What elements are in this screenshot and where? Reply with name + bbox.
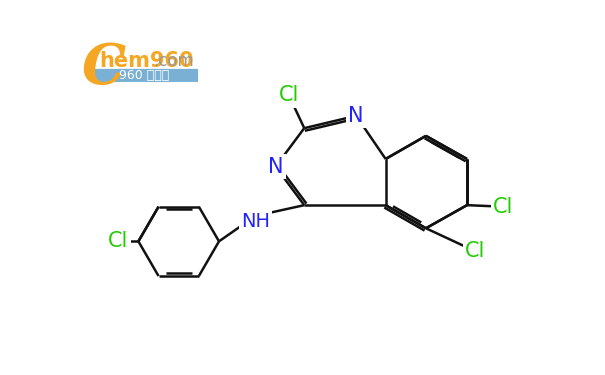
- Text: N: N: [268, 157, 283, 177]
- Text: N: N: [348, 106, 364, 126]
- Text: Cl: Cl: [108, 231, 128, 251]
- Text: hem960: hem960: [99, 51, 194, 71]
- Text: Cl: Cl: [465, 242, 486, 261]
- Text: .com: .com: [153, 52, 194, 70]
- FancyBboxPatch shape: [92, 69, 198, 82]
- Text: C: C: [81, 40, 125, 96]
- Text: 960 化工网: 960 化工网: [119, 69, 170, 81]
- Text: NH: NH: [241, 212, 270, 231]
- Text: Cl: Cl: [493, 197, 514, 217]
- Text: Cl: Cl: [278, 85, 299, 105]
